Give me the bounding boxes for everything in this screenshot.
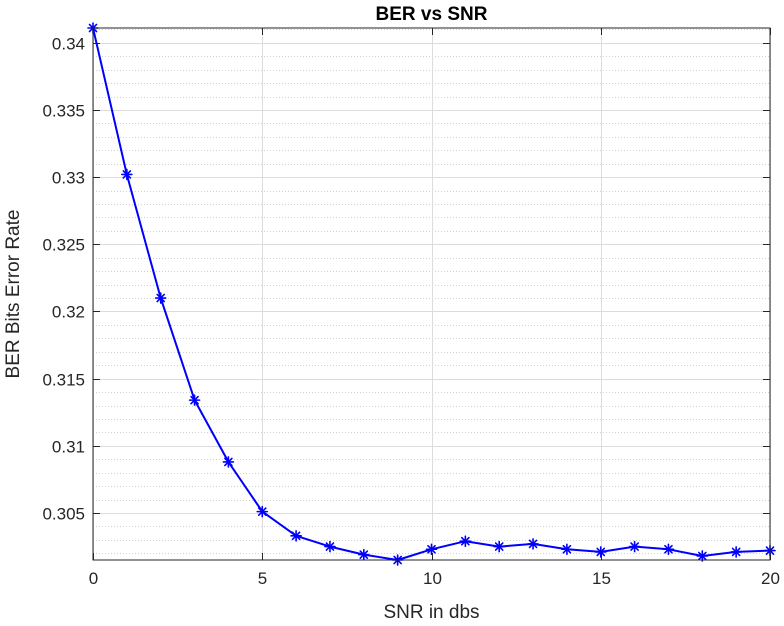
data-point-marker — [628, 540, 641, 553]
marker-stroke — [156, 293, 166, 303]
data-point-marker — [188, 394, 201, 406]
marker-stroke — [257, 507, 267, 516]
data-point-marker — [527, 538, 539, 550]
x-tick-label: 5 — [258, 569, 267, 588]
marker-stroke — [291, 531, 301, 541]
marker-stroke — [122, 170, 132, 179]
x-tick-label: 10 — [423, 569, 442, 588]
y-tick-label: 0.305 — [42, 505, 85, 524]
marker-stroke — [562, 544, 572, 554]
data-point-marker — [662, 543, 675, 556]
marker-stroke — [325, 542, 335, 551]
marker-stroke — [630, 542, 639, 551]
marker-stroke — [664, 544, 673, 554]
data-point-marker — [290, 530, 302, 542]
y-tick-label: 0.335 — [42, 102, 85, 121]
marker-stroke — [359, 550, 369, 559]
y-tick-label: 0.31 — [52, 438, 85, 457]
marker-stroke — [494, 542, 504, 551]
x-tick-label: 15 — [592, 569, 611, 588]
marker-stroke — [461, 536, 470, 546]
data-point-marker — [493, 540, 506, 553]
y-tick-label: 0.315 — [42, 371, 85, 390]
data-point-marker — [425, 543, 438, 556]
x-tick-label: 0 — [89, 569, 98, 588]
data-point-marker — [561, 543, 573, 556]
data-point-marker — [730, 546, 742, 558]
data-point-marker — [594, 546, 607, 558]
data-point-marker — [154, 292, 167, 304]
data-point-marker — [459, 535, 472, 547]
marker-stroke — [224, 457, 233, 467]
marker-stroke — [731, 547, 741, 557]
marker-stroke — [596, 547, 606, 557]
data-point-marker — [324, 540, 336, 553]
y-axis-label: BER Bits Error Rate — [3, 210, 24, 379]
x-tick-label: 20 — [761, 569, 780, 588]
data-point-marker — [121, 168, 133, 181]
data-point-marker — [696, 550, 709, 562]
x-axis-label: SNR in dbs — [383, 602, 479, 623]
y-tick-label: 0.34 — [52, 35, 85, 54]
axes-box — [92, 27, 771, 561]
marker-stroke — [190, 395, 199, 405]
plot-area — [93, 28, 770, 560]
data-point-marker — [357, 548, 370, 561]
data-point-marker — [222, 456, 235, 468]
marker-stroke — [427, 544, 436, 554]
y-tick-label: 0.325 — [42, 236, 85, 255]
y-tick-label: 0.33 — [52, 169, 85, 188]
chart-title: BER vs SNR — [376, 4, 488, 25]
data-point-marker — [256, 505, 269, 518]
marker-stroke — [697, 551, 707, 561]
marker-stroke — [528, 539, 538, 549]
y-tick-label: 0.32 — [52, 303, 85, 322]
